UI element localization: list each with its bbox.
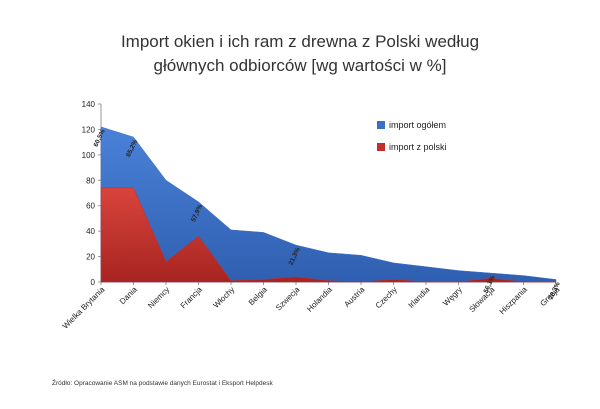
x-category-label: Węgry bbox=[441, 285, 464, 308]
chart-legend: import ogółem import z polski bbox=[377, 120, 447, 152]
y-tick-label: 80 bbox=[86, 176, 95, 185]
x-category-label: Czechy bbox=[374, 285, 399, 310]
source-note: Źródło: Opracowanie ASM na podstawie dan… bbox=[52, 380, 273, 387]
y-tick-label: 140 bbox=[82, 100, 96, 109]
x-category-label: Holandia bbox=[305, 285, 334, 314]
legend-swatch bbox=[377, 143, 385, 151]
x-category-label: Austria bbox=[342, 285, 366, 309]
chart-areas bbox=[100, 126, 557, 283]
y-tick-label: 100 bbox=[82, 151, 96, 160]
x-category-label: Szwecja bbox=[274, 285, 302, 313]
x-category-label: Irlandia bbox=[406, 285, 431, 310]
x-category-label: Hiszpania bbox=[498, 285, 530, 317]
area-series-import-ogolem bbox=[100, 126, 557, 283]
legend-swatch bbox=[377, 121, 385, 129]
x-category-label: Niemcy bbox=[146, 285, 171, 310]
y-tick-label: 120 bbox=[82, 125, 96, 134]
x-category-label: Belgia bbox=[247, 285, 269, 307]
x-category-label: Włochy bbox=[211, 285, 236, 310]
chart-title-line-1: Import okien i ich ram z drewna z Polski… bbox=[120, 32, 480, 51]
area-series-import-z-polski bbox=[100, 187, 556, 283]
x-category-label: Słowacja bbox=[467, 285, 496, 314]
x-category-label: Dania bbox=[118, 285, 140, 307]
legend-label: import ogółem bbox=[389, 120, 446, 130]
legend-label: import z polski bbox=[389, 142, 447, 152]
x-category-label: Wielka Brytania bbox=[61, 285, 107, 331]
y-tick-label: 60 bbox=[86, 202, 95, 211]
y-tick-label: 40 bbox=[86, 227, 95, 236]
chart-title: Import okien i ich ram z drewna z Polski… bbox=[0, 30, 600, 78]
y-tick-label: 20 bbox=[86, 253, 95, 262]
y-tick-label: 0 bbox=[91, 278, 96, 287]
x-category-label: Francja bbox=[179, 285, 205, 311]
chart-title-line-2: głównych odbiorców [wg wartości w %] bbox=[153, 56, 447, 75]
